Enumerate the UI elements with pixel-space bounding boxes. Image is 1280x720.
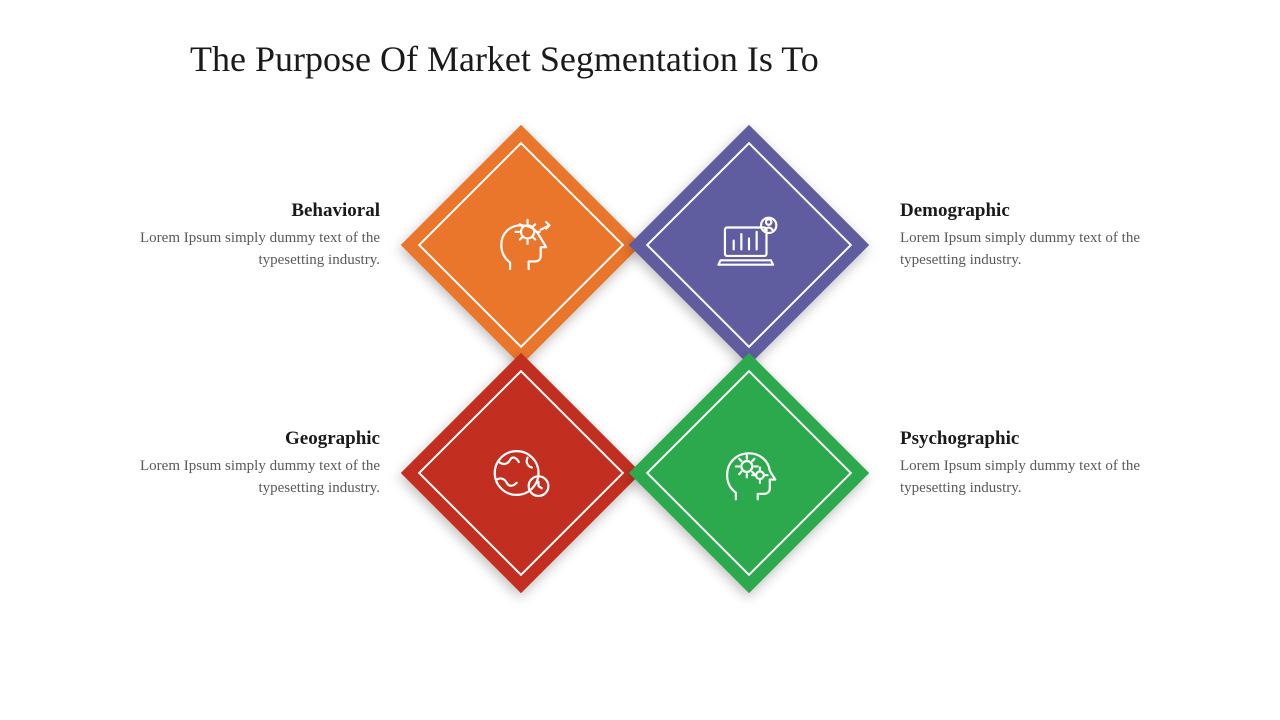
seg-desc-geographic: Lorem Ipsum simply dummy text of the typ…	[120, 456, 380, 500]
laptop-chart-icon	[714, 210, 784, 280]
seg-title-demographic: Demographic	[900, 200, 1160, 222]
page-title: The Purpose Of Market Segmentation Is To	[190, 38, 819, 80]
text-psychographic: Psychographic Lorem Ipsum simply dummy t…	[900, 428, 1160, 500]
diamond-geographic	[436, 388, 606, 558]
globe-icon	[486, 438, 556, 508]
diamond-psychographic	[664, 388, 834, 558]
diamond-behavioral	[436, 160, 606, 330]
text-behavioral: Behavioral Lorem Ipsum simply dummy text…	[120, 200, 380, 272]
seg-title-psychographic: Psychographic	[900, 428, 1160, 450]
text-geographic: Geographic Lorem Ipsum simply dummy text…	[120, 428, 380, 500]
seg-title-geographic: Geographic	[120, 428, 380, 450]
text-demographic: Demographic Lorem Ipsum simply dummy tex…	[900, 200, 1160, 272]
seg-desc-behavioral: Lorem Ipsum simply dummy text of the typ…	[120, 228, 380, 272]
seg-desc-demographic: Lorem Ipsum simply dummy text of the typ…	[900, 228, 1160, 272]
diamond-demographic	[664, 160, 834, 330]
head-cogs-icon	[714, 438, 784, 508]
seg-desc-psychographic: Lorem Ipsum simply dummy text of the typ…	[900, 456, 1160, 500]
head-gear-icon	[486, 210, 556, 280]
seg-title-behavioral: Behavioral	[120, 200, 380, 222]
